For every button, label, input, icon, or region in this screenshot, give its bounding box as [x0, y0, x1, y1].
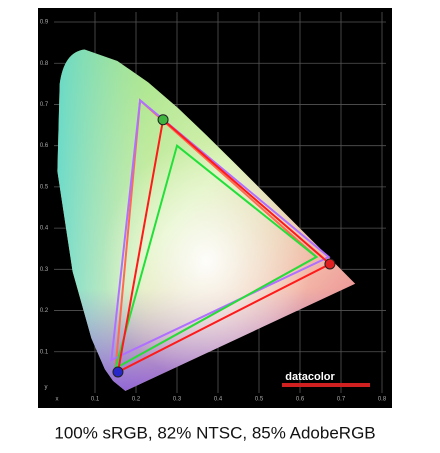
- gamut-triangle: [110, 98, 331, 362]
- y-tick-label: 0.7: [40, 102, 49, 108]
- caption: 100% sRGB, 82% NTSC, 85% AdobeRGB: [54, 423, 375, 442]
- y-tick-label: 0.3: [40, 267, 49, 273]
- x-tick-label: 0.2: [132, 397, 141, 403]
- y-tick-label: 0.5: [40, 184, 49, 190]
- logo-bar: [282, 383, 370, 387]
- y-tick-label: 0.1: [40, 349, 49, 355]
- x-tick-label: 0.6: [296, 397, 305, 403]
- y-axis-label: y: [45, 385, 48, 391]
- gamut-triangle: [113, 143, 319, 371]
- y-tick-label: 0.6: [40, 143, 49, 149]
- x-tick-label: 0.5: [255, 397, 264, 403]
- x-axis-label: x: [56, 397, 59, 403]
- y-tick-label: 0.2: [40, 308, 49, 314]
- x-tick-label: 0.4: [214, 397, 223, 403]
- gamut-triangle: [116, 117, 332, 374]
- y-tick-label: 0.9: [40, 20, 49, 26]
- x-tick-label: 0.8: [378, 397, 387, 403]
- x-tick-label: 0.7: [337, 397, 346, 403]
- logo: datacolor: [285, 371, 335, 383]
- y-tick-label: 0.8: [40, 61, 49, 67]
- x-tick-label: 0.1: [91, 397, 100, 403]
- x-tick-label: 0.3: [173, 397, 182, 403]
- y-tick-label: 0.4: [40, 226, 49, 232]
- primary-marker: [324, 258, 336, 270]
- gamut-marks: [110, 98, 336, 378]
- primary-marker: [112, 366, 124, 378]
- primary-marker: [157, 114, 169, 126]
